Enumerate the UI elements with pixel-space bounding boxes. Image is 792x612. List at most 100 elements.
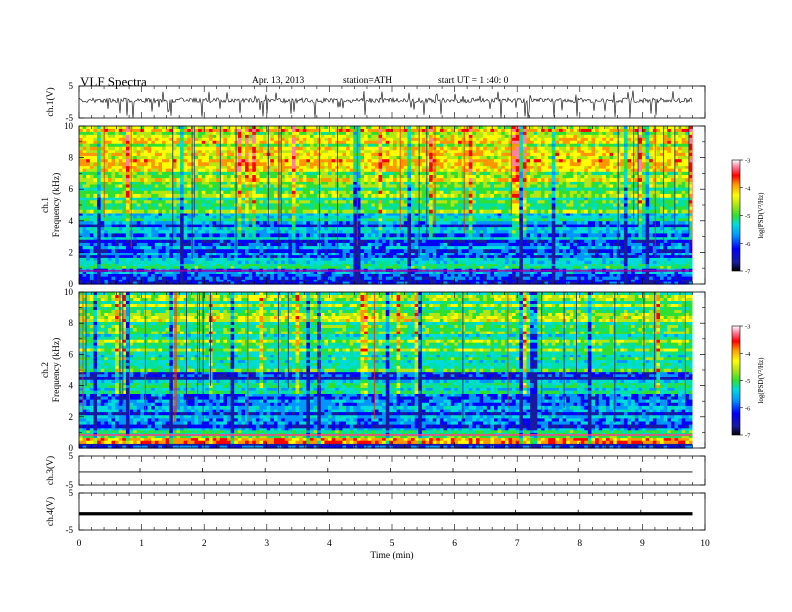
spectrogram-cell (584, 239, 589, 244)
spectrogram-cell (508, 218, 513, 222)
spectrogram-cell (230, 276, 235, 280)
spectrogram-cell (237, 273, 242, 278)
spectrogram-cell (389, 271, 394, 275)
spectrogram-cell (533, 249, 538, 253)
spectrogram-cell (143, 215, 149, 220)
spectrogram-cell (649, 260, 654, 265)
spectrogram-cell (490, 249, 495, 253)
spectrogram-cell (443, 266, 448, 270)
spectrogram-cell (183, 215, 188, 220)
spectrogram-cell (248, 215, 253, 220)
spectrogram-cell (111, 227, 116, 231)
spectrogram-cell (198, 281, 203, 285)
spectrogram-cell (216, 281, 221, 285)
spectrogram-cell (454, 223, 459, 228)
spectrogram-cell (591, 203, 596, 208)
spectrogram-cell (551, 227, 556, 231)
spectrogram-cell (104, 206, 109, 211)
spectrogram-cell (400, 263, 405, 267)
spectrogram-cell (342, 257, 347, 262)
spectrogram-cell (667, 230, 672, 235)
spectrogram-cell (678, 221, 683, 225)
spectrogram-cell (443, 218, 448, 222)
spectrogram-cell (309, 276, 315, 280)
spectrogram-cell (223, 242, 228, 247)
spectrogram-cell (685, 281, 690, 285)
spectrogram-cell (403, 233, 408, 238)
spectrogram-cell (649, 255, 654, 259)
spectrogram-cell (432, 252, 437, 256)
spectrogram-cell (212, 276, 217, 280)
spectrogram-cell (140, 273, 145, 278)
spectrogram-cell (205, 209, 210, 214)
spectrogram-cell (281, 249, 286, 253)
spectrogram-cell (490, 260, 495, 265)
spectrogram-cell (111, 233, 116, 238)
spectrogram-cell (674, 271, 679, 275)
spectrogram-cell (501, 266, 506, 270)
spectrogram-cell (216, 206, 221, 211)
spectrogram-cell (183, 218, 188, 222)
spectrogram-cell (140, 257, 145, 262)
spectrogram-cell (252, 260, 257, 265)
spectrogram-cell (418, 273, 423, 278)
spectrogram-cell (631, 263, 636, 267)
spectrogram-cell (638, 215, 643, 220)
spectrogram-cell (158, 215, 163, 220)
spectrogram-cell (587, 223, 592, 228)
spectrogram-cell (266, 233, 271, 238)
spectrogram-cell (266, 279, 271, 283)
spectrogram-cell (425, 223, 430, 228)
spectrogram-cell (450, 266, 455, 270)
spectrogram-cell (259, 200, 264, 205)
spectrogram-cell (472, 212, 477, 217)
spectrogram-cell (97, 257, 102, 262)
spectrogram-cell (450, 223, 455, 228)
spectrogram-cell (526, 223, 531, 228)
spectrogram-cell (562, 215, 567, 220)
spectrogram-cell (512, 230, 517, 235)
spectrogram-cell (504, 242, 509, 247)
spectrogram-cell (537, 212, 542, 217)
spectrogram-cell (432, 263, 437, 267)
spectrogram-cell (133, 200, 138, 205)
spectrogram-cell (385, 239, 390, 244)
spectrogram-cell (674, 200, 679, 205)
spectrogram-cell (299, 215, 304, 220)
spectrogram-cell (685, 266, 690, 270)
spectrogram-cell (216, 276, 221, 280)
spectrogram-cell (512, 257, 517, 262)
spectrogram-cell (501, 273, 506, 278)
spectrogram-cell (97, 273, 102, 278)
spectrogram-cell (663, 212, 668, 217)
spectrogram-cell (616, 242, 621, 247)
spectrogram-cell (100, 206, 105, 211)
spectrogram-cell (616, 246, 621, 250)
spectrogram-cell (544, 212, 549, 217)
spectrogram-cell (389, 212, 394, 217)
spectrogram-cell (219, 271, 224, 275)
spectrogram-cell (107, 197, 112, 201)
spectrogram-cell (674, 239, 679, 244)
spectrogram-cell (652, 271, 657, 275)
spectrogram-cell (263, 200, 268, 205)
spectrogram-cell (89, 249, 94, 253)
spectrogram-cell (461, 227, 466, 231)
spectrogram-cell (328, 252, 333, 256)
spectrogram-cell (490, 242, 495, 247)
spectrogram-cell (598, 273, 603, 278)
spectrogram-cell (140, 263, 145, 267)
spectrogram-cell (223, 279, 228, 283)
spectrogram-cell (273, 197, 278, 201)
spectrogram-cell (252, 271, 257, 275)
spectrogram-cell (580, 276, 585, 280)
spectrogram-cell (349, 221, 354, 225)
spectrogram-cell (378, 271, 383, 275)
spectrogram-cell (623, 239, 629, 244)
spectrogram-cell (486, 279, 491, 283)
spectrogram-cell (281, 209, 286, 214)
spectrogram-cell (501, 203, 506, 208)
spectrogram-cell (645, 230, 650, 235)
spectrogram-cell (162, 212, 167, 217)
spectrogram-cell (136, 200, 141, 205)
